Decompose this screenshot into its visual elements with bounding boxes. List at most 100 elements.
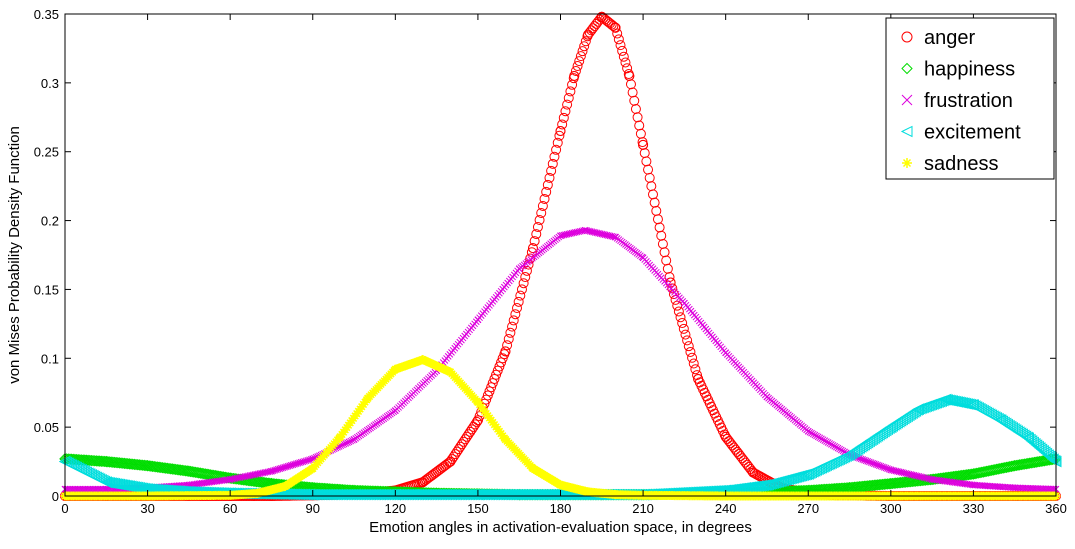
series-happiness-mark <box>202 468 215 481</box>
series-anger-mark <box>557 119 568 130</box>
series-anger-mark <box>432 466 443 477</box>
data-point-frustration <box>1011 484 1019 492</box>
x-tick-label: 0 <box>61 501 68 516</box>
series-happiness-mark <box>860 480 872 492</box>
data-point-anger <box>445 456 456 467</box>
series-anger-mark <box>461 431 472 442</box>
series-anger-mark <box>629 95 640 106</box>
series-anger-mark <box>429 468 440 479</box>
series-anger-mark <box>503 334 514 345</box>
series-happiness-mark <box>158 462 170 474</box>
data-point-excitement <box>939 393 952 406</box>
series-happiness-mark <box>169 463 182 476</box>
y-tick-label: 0.15 <box>34 282 59 297</box>
series-happiness-mark <box>901 476 914 488</box>
series-anger-mark <box>572 61 583 72</box>
series-happiness-mark <box>865 479 877 492</box>
data-point-anger <box>472 415 483 426</box>
series-anger-mark <box>570 66 581 77</box>
series-anger-mark <box>562 99 573 110</box>
legend-label-happiness: happiness <box>924 59 1015 81</box>
series-anger-mark <box>491 369 502 380</box>
series-anger-mark <box>431 467 442 478</box>
series-anger-mark <box>532 222 543 233</box>
series-anger-mark <box>489 373 500 384</box>
data-point-sadness <box>500 435 510 445</box>
data-point-anger <box>638 139 649 150</box>
data-point-happiness <box>885 477 897 490</box>
series-anger-mark <box>577 46 588 57</box>
data-point-frustration <box>763 393 771 401</box>
data-point-frustration <box>268 467 275 475</box>
data-point-sadness <box>583 487 593 497</box>
data-point-sadness <box>473 397 483 407</box>
series-frustration-mark <box>816 434 824 442</box>
data-point-sadness <box>390 364 400 374</box>
series-anger-mark <box>565 86 576 97</box>
y-tick-label: 0.35 <box>34 7 59 22</box>
data-point-happiness <box>100 455 112 468</box>
data-point-anger <box>693 373 704 384</box>
x-tick-label: 210 <box>632 501 654 516</box>
series-anger-mark <box>654 222 665 233</box>
series-anger-mark <box>465 426 476 437</box>
axis-layer: 0 30 60 90 120 150 180 210 240 270 300 330 360 0 0.05 0… <box>34 7 1067 516</box>
data-point-excitement <box>1022 432 1034 444</box>
series-anger-mark <box>448 451 459 462</box>
series-happiness-mark <box>252 476 264 488</box>
series-anger-mark <box>618 51 629 62</box>
data-point-frustration <box>391 407 399 414</box>
x-tick-label: 360 <box>1045 501 1067 516</box>
series-happiness-mark <box>906 475 919 488</box>
data-point-anger <box>596 11 607 22</box>
series-happiness-mark <box>862 480 874 492</box>
series-happiness-mark <box>161 462 174 475</box>
data-point-sadness <box>528 463 538 473</box>
series-frustration-mark <box>828 441 835 448</box>
series-anger-mark <box>563 93 574 104</box>
series-frustration-mark <box>836 445 843 453</box>
data-point-sadness <box>556 480 565 490</box>
series-anger-mark <box>458 436 469 447</box>
series-anger-mark <box>680 329 691 340</box>
data-point-frustration <box>887 466 895 474</box>
series-happiness-mark <box>196 467 208 480</box>
series-anger-mark <box>460 434 471 445</box>
series-anger-mark <box>630 104 641 115</box>
data-point-anger <box>583 29 594 40</box>
series-happiness-mark <box>201 468 213 480</box>
series-anger-mark <box>579 41 590 52</box>
data-point-frustration <box>639 254 647 262</box>
series-happiness-mark <box>178 464 190 477</box>
data-point-anger <box>748 467 759 478</box>
series-happiness-mark <box>176 464 188 477</box>
series-anger-mark <box>471 416 482 427</box>
series-anger-mark <box>497 353 508 364</box>
series-anger-mark <box>419 475 430 486</box>
series-frustration-mark <box>829 441 837 449</box>
series-happiness-mark <box>143 460 155 472</box>
series-frustration-mark <box>342 440 350 447</box>
series-frustration-mark <box>826 440 834 447</box>
series-frustration-mark <box>831 442 839 450</box>
series-happiness-mark <box>194 467 207 479</box>
series-happiness-mark <box>257 476 269 489</box>
x-tick-label: 330 <box>963 501 985 516</box>
series-anger-mark <box>634 120 645 131</box>
series-anger-mark <box>627 87 638 98</box>
series-excitement-mark <box>1047 453 1059 466</box>
series-anger-mark <box>612 28 623 39</box>
series-happiness-mark <box>899 476 912 488</box>
series-anger-mark <box>685 346 696 357</box>
y-tick-label: 0.2 <box>41 214 59 229</box>
series-anger-mark <box>542 179 553 190</box>
data-point-excitement <box>912 403 924 416</box>
data-point-excitement <box>884 421 897 433</box>
series-happiness-mark <box>186 466 198 478</box>
series-happiness-mark <box>179 465 192 477</box>
data-point-anger <box>417 477 428 488</box>
data-point-anger <box>569 70 580 81</box>
series-anger-mark <box>692 370 703 381</box>
